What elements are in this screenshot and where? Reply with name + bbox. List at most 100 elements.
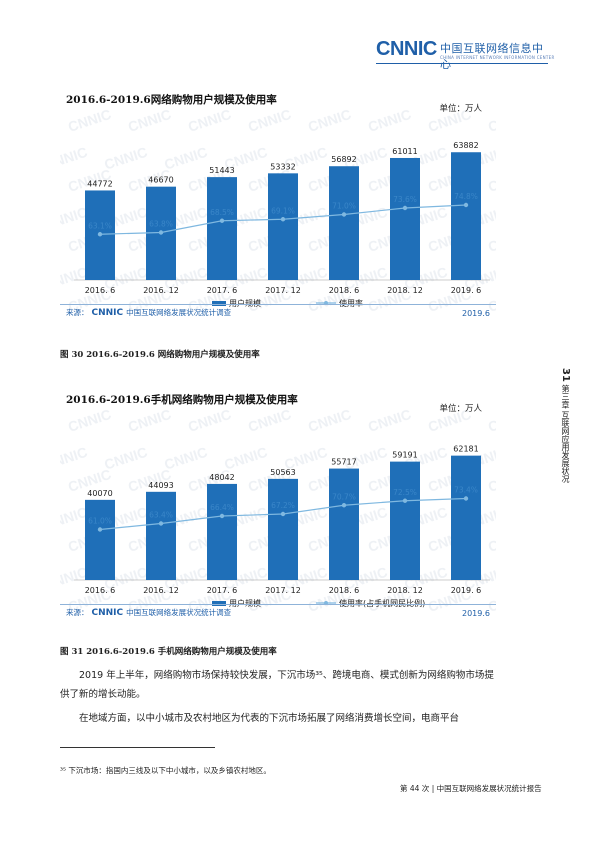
x-tick-label: 2016. 6	[85, 286, 116, 295]
legend-line-label: 使用率	[339, 298, 363, 308]
logo-chinese-name: 中国互联网络信息中心	[440, 42, 544, 71]
bar-value-label: 62181	[453, 445, 478, 454]
watermark-text: CNNIC	[486, 166, 496, 195]
rate-point	[280, 511, 286, 517]
logo-english-name: CHINA INTERNET NETWORK INFORMATION CENTE…	[440, 55, 555, 60]
x-tick-label: 2018. 6	[329, 586, 360, 595]
logo-mark: CNNIC	[376, 38, 437, 60]
watermark-text: CNNIC	[486, 106, 496, 135]
bar	[390, 461, 420, 580]
rate-label: 63.4%	[149, 511, 173, 520]
source-logo-mark: CNNIC	[91, 607, 124, 618]
x-tick-label: 2017. 6	[207, 586, 238, 595]
x-tick-label: 2016. 6	[85, 586, 116, 595]
bar-value-label: 50563	[270, 468, 295, 477]
bar	[85, 499, 115, 580]
bar-value-label: 46670	[148, 176, 173, 185]
rate-point	[402, 498, 408, 503]
footnote: ³⁵ 下沉市场：指国内三线及以下中小城市，以及乡镇农村地区。	[60, 766, 271, 775]
bar-value-label: 59191	[392, 451, 417, 460]
source-logo-mark: CNNIC	[91, 307, 124, 318]
figure-caption: 图 31 2016.6-2019.6 手机网络购物用户规模及使用率	[60, 647, 277, 657]
legend-bar-label: 用户规模	[229, 298, 261, 308]
source-divider	[60, 604, 496, 605]
bar-value-label: 51443	[209, 166, 234, 175]
legend-bar-swatch	[212, 601, 226, 606]
chart-mobile-shopping: CNNIC CNNIC CNNIC CNNIC CNNIC CNNIC CNNIC CNNIC…	[60, 392, 496, 622]
source-date: 2019.6	[462, 309, 490, 318]
source-date: 2019.6	[462, 609, 490, 618]
rate-label: 61.0%	[88, 517, 112, 526]
chart-title: 2016.6-2019.6网络购物用户规模及使用率	[66, 94, 277, 106]
watermark-text: CNNIC	[486, 226, 496, 255]
legend-bar-swatch	[212, 301, 226, 306]
source-divider	[60, 304, 496, 305]
rate-label: 66.4%	[210, 503, 234, 512]
chapter-side-label: 31 第三章 互联网应用发展状况	[560, 368, 580, 488]
bar-value-label: 61011	[392, 147, 417, 156]
source-name: 中国互联网络发展状况统计调查	[126, 608, 232, 617]
bar-value-label: 55717	[331, 458, 356, 467]
side-page-number: 31	[560, 368, 571, 382]
rate-label: 67.2%	[271, 501, 295, 510]
figure-caption: 图 30 2016.6-2019.6 网络购物用户规模及使用率	[60, 350, 260, 360]
legend-line-label: 使用率(占手机网民比例)	[339, 598, 425, 608]
rate-label: 73.4%	[454, 486, 478, 495]
side-chapter-text: 第三章 互联网应用发展状况	[561, 384, 570, 484]
rate-point	[97, 527, 103, 532]
chart-source: 来源： CNNIC 中国互联网络发展状况统计调查	[66, 307, 231, 318]
page-footer: 第 44 次 | 中国互联网络发展状况统计报告	[400, 784, 542, 793]
bar	[268, 173, 298, 280]
bar	[207, 483, 237, 580]
chart-online-shopping: CNNIC CNNIC CNNIC CNNIC CNNIC CNNIC CNNIC CNNIC…	[60, 92, 496, 322]
chart-plot: 40070 2016. 6 44093 2016. 12 48042 2017. 6 505…	[74, 445, 490, 608]
x-tick-label: 2016. 12	[143, 586, 179, 595]
x-tick-label: 2019. 6	[451, 586, 482, 595]
rate-point	[341, 212, 347, 217]
x-tick-label: 2018. 6	[329, 286, 360, 295]
rate-point	[280, 217, 286, 222]
x-tick-label: 2017. 12	[265, 286, 301, 295]
bar	[329, 166, 359, 280]
bar	[146, 491, 176, 580]
bar-value-label: 48042	[209, 473, 234, 482]
bar-value-label: 56892	[331, 155, 356, 164]
watermark-text: CNNIC	[486, 586, 496, 615]
bar	[268, 478, 298, 580]
rate-point	[158, 230, 164, 235]
rate-label: 63.8%	[149, 220, 173, 229]
x-tick-label: 2018. 12	[387, 286, 423, 295]
rate-label: 70.7%	[332, 492, 356, 501]
rate-point	[341, 503, 347, 508]
bar	[451, 455, 481, 580]
rate-label: 69.1%	[271, 206, 295, 215]
rate-point	[219, 513, 225, 519]
rate-label: 71.0%	[332, 202, 356, 211]
bar-value-label: 44093	[148, 481, 173, 490]
body-paragraph: 2019 年上半年，网络购物市场保持较快发展，下沉市场³⁵、跨境电商、模式创新为…	[60, 670, 494, 700]
rate-label: 73.6%	[393, 195, 417, 204]
bar-value-label: 53332	[270, 162, 295, 171]
source-name: 中国互联网络发展状况统计调查	[126, 308, 232, 317]
legend-bar-label: 用户规模	[229, 598, 261, 608]
cnnic-logo: CNNIC 中国互联网络信息中心 CHINA INTERNET NETWORK …	[376, 36, 554, 71]
bar-value-label: 40070	[87, 489, 112, 498]
rate-label: 68.5%	[210, 208, 234, 217]
rate-point	[97, 232, 103, 237]
bar-value-label: 63882	[453, 141, 478, 150]
x-tick-label: 2017. 12	[265, 586, 301, 595]
rate-point	[463, 496, 469, 501]
watermark-text: CNNIC	[486, 286, 496, 315]
logo-divider	[376, 63, 548, 64]
rate-label: 72.5%	[393, 488, 417, 497]
bar	[207, 177, 237, 280]
rate-label: 63.1%	[88, 221, 112, 230]
chart-unit: 单位：万人	[439, 104, 482, 114]
chart-plot: 44772 2016. 6 46670 2016. 12 51443 2017. 6 533…	[74, 141, 490, 308]
watermark-text: CNNIC	[486, 526, 496, 555]
chart-source: 来源： CNNIC 中国互联网络发展状况统计调查	[66, 607, 231, 618]
bar-value-label: 44772	[87, 179, 112, 188]
watermark-text: CNNIC	[486, 406, 496, 435]
chart-title: 2016.6-2019.6手机网络购物用户规模及使用率	[66, 394, 298, 406]
chart-unit: 单位：万人	[439, 404, 482, 414]
